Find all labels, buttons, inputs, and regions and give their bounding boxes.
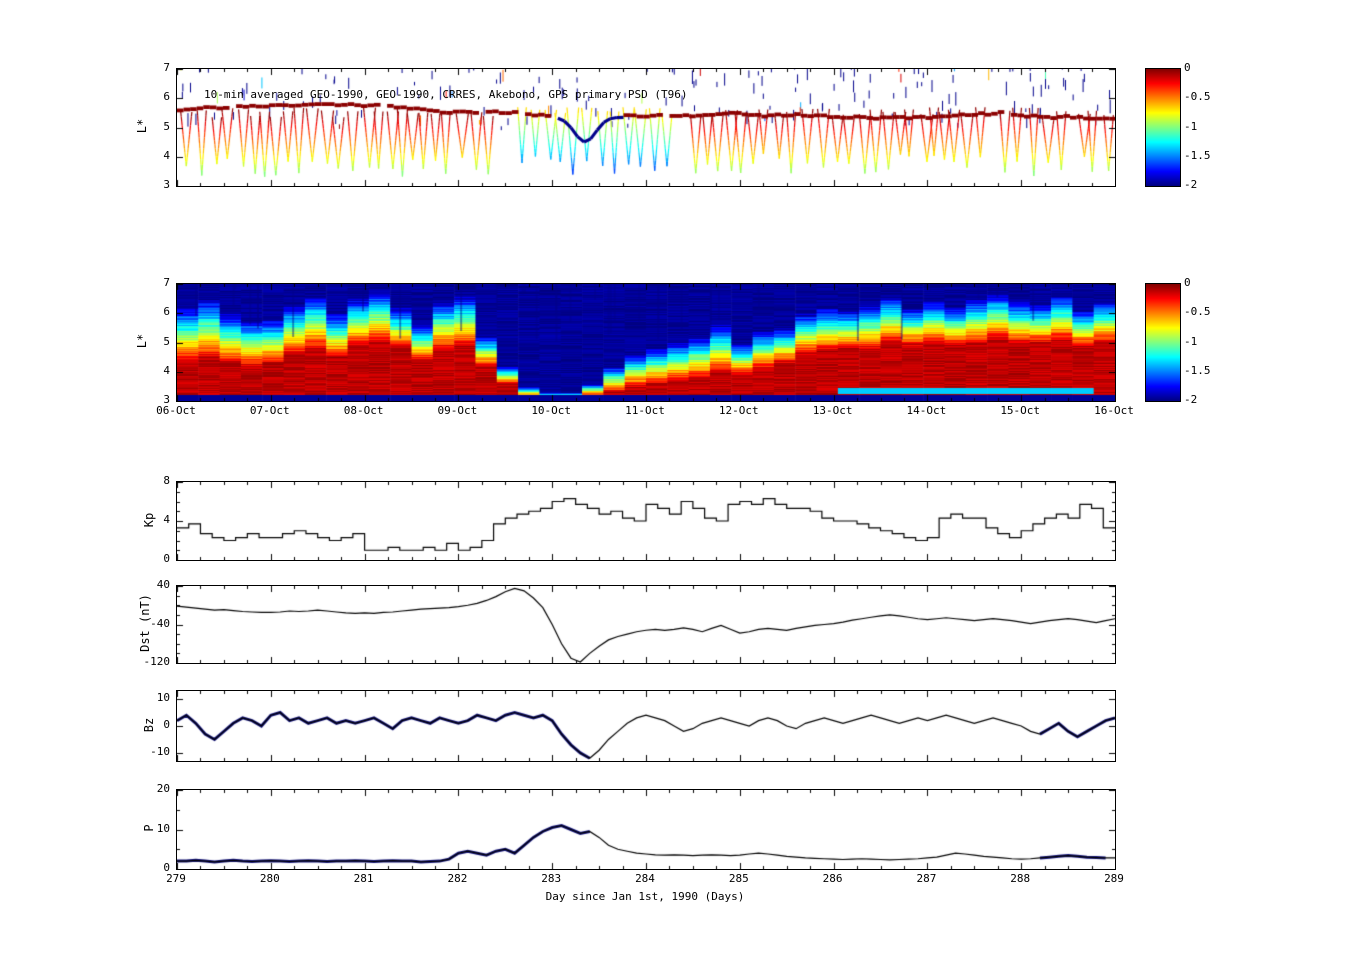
colorbar-tick-label: -1: [1184, 119, 1198, 133]
colorbar-tick-label: -2: [1184, 178, 1198, 191]
date-tick-label: 14-Oct: [906, 404, 947, 417]
dst-panel: [176, 585, 1116, 664]
psd-heatmap-panel: [176, 283, 1116, 402]
y-tick-label: 6: [163, 90, 170, 104]
day-tick-label: 288: [1010, 872, 1031, 885]
colorbar-top: [1145, 68, 1181, 187]
y-tick-label: 4: [163, 513, 170, 526]
y-tick-label: -10: [150, 744, 170, 758]
day-tick-label: 287: [916, 872, 937, 885]
y-tick-label: 4: [163, 363, 170, 377]
day-tick-label: 289: [1104, 872, 1124, 885]
day-tick-label: 284: [635, 872, 655, 885]
day-tick-label: 283: [541, 872, 562, 885]
y-tick-label: 7: [163, 276, 170, 289]
x-axis-label: Day since Jan 1st, 1990 (Days): [545, 890, 745, 903]
colorbar-tick-label: 0: [1184, 276, 1191, 289]
y-tick-label: 4: [163, 148, 170, 162]
day-tick-label: 282: [447, 872, 468, 885]
p-panel: [176, 789, 1116, 870]
colorbar-tick-label: -0.5: [1184, 305, 1211, 319]
y-tick-label: 0: [163, 718, 170, 731]
date-tick-label: 07-Oct: [249, 404, 290, 417]
dst-canvas: [177, 586, 1115, 663]
y-tick-label: 8: [163, 474, 170, 487]
kp-canvas: [177, 482, 1115, 560]
colorbar-tick-label: -1.5: [1184, 363, 1211, 377]
y-tick-label: 7: [163, 61, 170, 74]
kp-panel: [176, 481, 1116, 561]
date-tick-label: 06-Oct: [156, 404, 196, 417]
y-tick-label: 6: [163, 305, 170, 319]
date-tick-label: 13-Oct: [812, 404, 853, 417]
y-tick-label: 0: [163, 861, 170, 874]
date-tick-label: 11-Oct: [625, 404, 665, 417]
y-tick-label: -120: [143, 655, 171, 668]
colorbar-tick-label: 0: [1184, 61, 1191, 74]
bz-canvas: [177, 691, 1115, 761]
day-tick-label: 286: [822, 872, 843, 885]
date-tick-label: 15-Oct: [1000, 404, 1041, 417]
y-tick-label: 3: [163, 393, 170, 406]
colorbar-tick-label: -1: [1184, 334, 1198, 348]
y-tick-label: 3: [163, 178, 170, 191]
bz-panel: [176, 690, 1116, 762]
psd-scatter-canvas: [177, 69, 1115, 186]
day-tick-label: 279: [166, 872, 186, 885]
day-tick-label: 285: [728, 872, 749, 885]
y-tick-label: 5: [163, 119, 170, 133]
y-tick-label: 5: [163, 334, 170, 348]
day-tick-label: 280: [259, 872, 280, 885]
y-tick-label: 10: [156, 691, 170, 705]
date-tick-label: 16-Oct: [1094, 404, 1134, 417]
psd-heatmap-canvas: [177, 284, 1115, 401]
colorbar-tick-label: -1.5: [1184, 148, 1211, 162]
y-tick-label: -40: [150, 616, 170, 630]
date-tick-label: 08-Oct: [343, 404, 384, 417]
y-tick-label: 40: [156, 578, 170, 591]
day-tick-label: 281: [353, 872, 374, 885]
colorbar-bottom: [1145, 283, 1181, 402]
y-tick-label: 0: [163, 552, 170, 565]
date-tick-label: 10-Oct: [531, 404, 572, 417]
colorbar-tick-label: -0.5: [1184, 90, 1211, 104]
y-tick-label: 20: [156, 782, 170, 795]
date-tick-label: 09-Oct: [437, 404, 478, 417]
y-tick-label: 10: [156, 821, 170, 835]
colorbar-tick-label: -2: [1184, 393, 1198, 406]
psd-title: 10-min averaged GEO-1990, GEO-1990, CRRE…: [204, 88, 688, 101]
psd-scatter-panel: [176, 68, 1116, 187]
p-canvas: [177, 790, 1115, 869]
date-tick-label: 12-Oct: [718, 404, 759, 417]
